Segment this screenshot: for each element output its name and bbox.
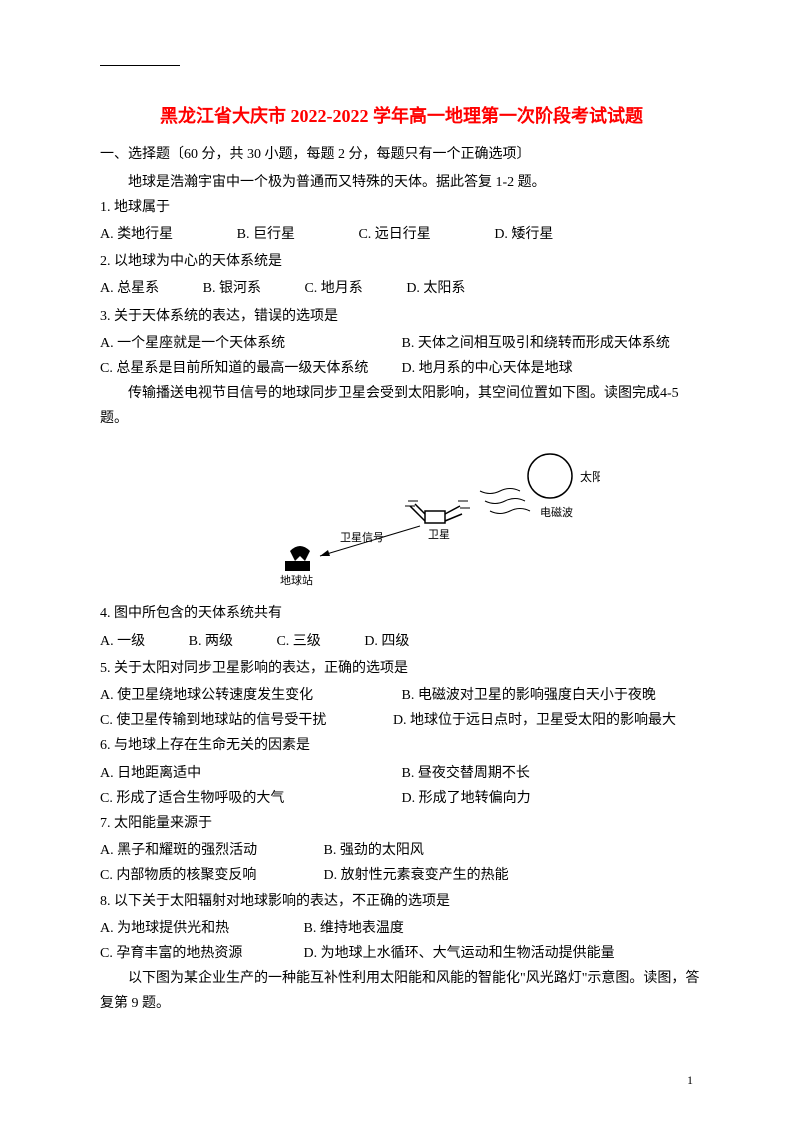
question-6-row1: A. 日地距离适中 B. 昼夜交替周期不长 <box>100 761 703 786</box>
q7-opt-c: C. 内部物质的核聚变反响 <box>100 863 320 888</box>
station-icon <box>285 546 310 571</box>
question-1-options: A. 类地行星 B. 巨行星 C. 远日行星 D. 矮行星 <box>100 222 703 247</box>
q8-opt-d: D. 为地球上水循环、大气运动和生物活动提供能量 <box>304 946 615 961</box>
q2-opt-d: D. 太阳系 <box>406 276 465 301</box>
question-8-row1: A. 为地球提供光和热 B. 维持地表温度 <box>100 916 703 941</box>
question-5-row2: C. 使卫星传输到地球站的信号受干扰 D. 地球位于远日点时，卫星受太阳的影响最… <box>100 708 703 733</box>
question-7: 7. 太阳能量来源于 <box>100 811 703 836</box>
q3-opt-c: C. 总星系是目前所知道的最高一级天体系统 <box>100 356 402 381</box>
q1-opt-c: C. 远日行星 <box>358 222 430 247</box>
question-2: 2. 以地球为中心的天体系统是 <box>100 249 703 274</box>
question-8-row2: C. 孕育丰富的地热资源 D. 为地球上水循环、大气运动和生物活动提供能量 <box>100 941 703 966</box>
q5-opt-a: A. 使卫星绕地球公转速度发生变化 <box>100 683 402 708</box>
q8-opt-c: C. 孕育丰富的地热资源 <box>100 941 300 966</box>
q4-opt-a: A. 一级 <box>100 629 145 654</box>
q3-opt-a: A. 一个星座就是一个天体系统 <box>100 331 402 356</box>
q3-opt-d: D. 地月系的中心天体是地球 <box>402 356 704 381</box>
q6-opt-b: B. 昼夜交替周期不长 <box>402 761 704 786</box>
q5-opt-c: C. 使卫星传输到地球站的信号受干扰 <box>100 708 389 733</box>
question-4-options: A. 一级 B. 两级 C. 三级 D. 四级 <box>100 629 703 654</box>
q2-opt-a: A. 总星系 <box>100 276 159 301</box>
q7-opt-b: B. 强劲的太阳风 <box>324 843 424 858</box>
q5-opt-b: B. 电磁波对卫星的影响强度白天小于夜晚 <box>402 683 704 708</box>
top-line-decoration <box>100 65 180 66</box>
q1-opt-d: D. 矮行星 <box>494 222 553 247</box>
q1-opt-a: A. 类地行星 <box>100 222 173 247</box>
station-label: 地球站 <box>280 573 313 586</box>
question-6-row2: C. 形成了适合生物呼吸的大气 D. 形成了地转偏向力 <box>100 786 703 811</box>
section-header: 一、选择题〔60 分，共 30 小题，每题 2 分，每题只有一个正确选项〕 <box>100 142 703 167</box>
question-4: 4. 图中所包含的天体系统共有 <box>100 601 703 626</box>
q2-opt-c: C. 地月系 <box>304 276 362 301</box>
q4-opt-d: D. 四级 <box>364 629 409 654</box>
q4-opt-c: C. 三级 <box>276 629 320 654</box>
q5-opt-d: D. 地球位于远日点时，卫星受太阳的影响最大 <box>393 713 676 728</box>
sun-icon <box>528 454 572 498</box>
question-6: 6. 与地球上存在生命无关的因素是 <box>100 733 703 758</box>
q6-opt-d: D. 形成了地转偏向力 <box>402 786 704 811</box>
question-3-row2: C. 总星系是目前所知道的最高一级天体系统 D. 地月系的中心天体是地球 <box>100 356 703 381</box>
question-5-row1: A. 使卫星绕地球公转速度发生变化 B. 电磁波对卫星的影响强度白天小于夜晚 <box>100 683 703 708</box>
question-3: 3. 关于天体系统的表达，错误的选项是 <box>100 304 703 329</box>
satellite-icon <box>405 501 470 523</box>
question-2-options: A. 总星系 B. 银河系 C. 地月系 D. 太阳系 <box>100 276 703 301</box>
q8-opt-b: B. 维持地表温度 <box>304 921 404 936</box>
q3-opt-b: B. 天体之间相互吸引和绕转而形成天体系统 <box>402 331 704 356</box>
question-7-row2: C. 内部物质的核聚变反响 D. 放射性元素衰变产生的热能 <box>100 863 703 888</box>
intro-9: 以下图为某企业生产的一种能互补性利用太阳能和风能的智能化"风光路灯"示意图。读图… <box>100 966 703 1016</box>
q4-opt-b: B. 两级 <box>189 629 233 654</box>
q8-opt-a: A. 为地球提供光和热 <box>100 916 300 941</box>
satellite-diagram: 太阳 电磁波 卫星 卫星信号 地球站 <box>250 446 600 586</box>
sun-label: 太阳 <box>580 469 600 484</box>
q6-opt-a: A. 日地距离适中 <box>100 761 402 786</box>
intro-text: 地球是浩瀚宇宙中一个极为普通而又特殊的天体。据此答复 1-2 题。 <box>100 170 703 195</box>
question-1: 1. 地球属于 <box>100 195 703 220</box>
signal-label: 卫星信号 <box>340 531 384 544</box>
q7-opt-d: D. 放射性元素衰变产生的热能 <box>324 868 509 883</box>
intro-4-5: 传输播送电视节目信号的地球同步卫星会受到太阳影响，其空间位置如下图。读图完成4-… <box>100 381 703 431</box>
q7-opt-a: A. 黑子和耀斑的强烈活动 <box>100 838 320 863</box>
question-7-row1: A. 黑子和耀斑的强烈活动 B. 强劲的太阳风 <box>100 838 703 863</box>
question-5: 5. 关于太阳对同步卫星影响的表达，正确的选项是 <box>100 656 703 681</box>
q2-opt-b: B. 银河系 <box>203 276 261 301</box>
question-3-row1: A. 一个星座就是一个天体系统 B. 天体之间相互吸引和绕转而形成天体系统 <box>100 331 703 356</box>
satellite-label: 卫星 <box>428 528 450 541</box>
wave-label: 电磁波 <box>540 506 573 519</box>
exam-title: 黑龙江省大庆市 2022-2022 学年高一地理第一次阶段考试试题 <box>100 100 703 132</box>
question-8: 8. 以下关于太阳辐射对地球影响的表达，不正确的选项是 <box>100 889 703 914</box>
q1-opt-b: B. 巨行星 <box>237 222 295 247</box>
page-number: 1 <box>687 1070 693 1092</box>
q6-opt-c: C. 形成了适合生物呼吸的大气 <box>100 786 402 811</box>
